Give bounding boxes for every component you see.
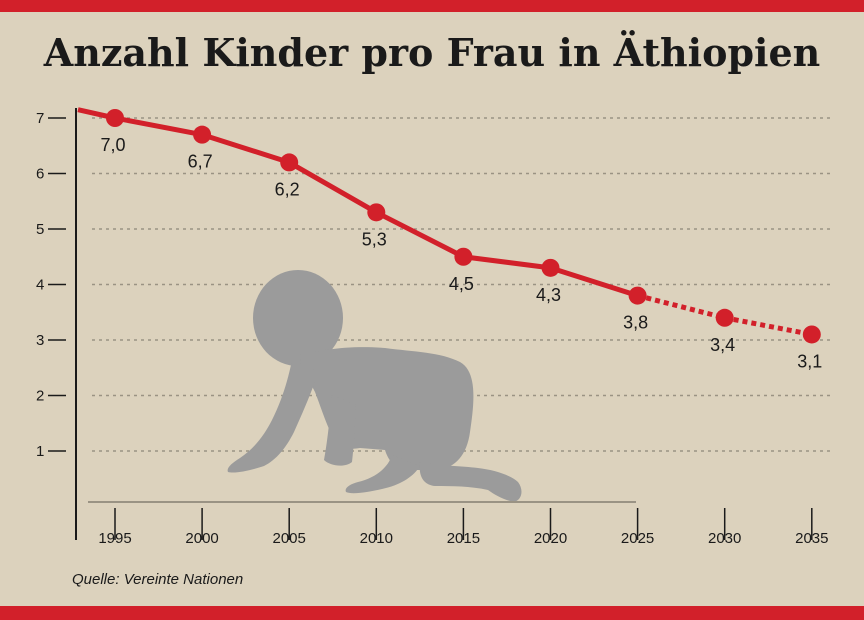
series-line xyxy=(77,107,813,337)
data-label-2010: 5,3 xyxy=(362,229,387,249)
series-line-solid xyxy=(77,107,639,298)
x-tick-label: 2000 xyxy=(185,530,218,547)
bottom-red-band xyxy=(0,606,864,620)
data-point-2025 xyxy=(628,286,647,305)
series-line-projection xyxy=(636,293,813,337)
y-tick-label: 5 xyxy=(36,221,44,238)
x-tick-label: 2020 xyxy=(534,530,567,547)
x-tick-label: 2010 xyxy=(360,530,393,547)
top-red-band xyxy=(0,0,864,12)
data-point-2010 xyxy=(367,203,386,222)
x-tick-label: 2030 xyxy=(708,530,741,547)
x-tick-label: 2025 xyxy=(621,530,654,547)
source-note: Quelle: Vereinte Nationen xyxy=(72,571,244,588)
data-label-1995: 7,0 xyxy=(100,135,125,155)
axes: 1 2 3 4 5 6 7 1995 2000 2005 2010 2015 2020 2025 2030 2… xyxy=(36,108,828,547)
x-tick-label: 1995 xyxy=(98,530,131,547)
x-tick-label: 2005 xyxy=(273,530,306,547)
data-point-2005 xyxy=(280,153,299,172)
data-label-2015: 4,5 xyxy=(449,274,474,294)
data-points xyxy=(106,109,821,344)
data-point-1995 xyxy=(106,109,124,127)
y-tick-label: 1 xyxy=(36,443,44,460)
x-tick-label: 2015 xyxy=(447,530,480,547)
data-point-2015 xyxy=(454,247,473,266)
data-point-2000 xyxy=(193,125,212,144)
crawling-baby-icon xyxy=(227,270,522,502)
data-labels: 7,0 6,7 6,2 5,3 4,5 4,3 3,8 3,4 3,1 xyxy=(100,135,822,371)
data-point-2030 xyxy=(715,308,734,327)
y-tick-label: 2 xyxy=(36,388,44,405)
data-label-2020: 4,3 xyxy=(536,285,561,305)
data-label-2000: 6,7 xyxy=(188,152,213,172)
data-point-2035 xyxy=(802,325,821,344)
data-point-2020 xyxy=(541,258,560,277)
data-label-2025: 3,8 xyxy=(623,313,648,333)
y-tick-label: 4 xyxy=(36,277,44,294)
chart-title: Anzahl Kinder pro Frau in Äthiopien xyxy=(43,30,821,75)
y-tick-label: 6 xyxy=(36,166,44,183)
y-tick-label: 3 xyxy=(36,332,44,349)
data-label-2030: 3,4 xyxy=(710,335,735,355)
x-tick-label: 2035 xyxy=(795,530,828,547)
data-label-2005: 6,2 xyxy=(275,179,300,199)
data-label-2035: 3,1 xyxy=(797,351,822,371)
y-tick-label: 7 xyxy=(36,110,44,127)
